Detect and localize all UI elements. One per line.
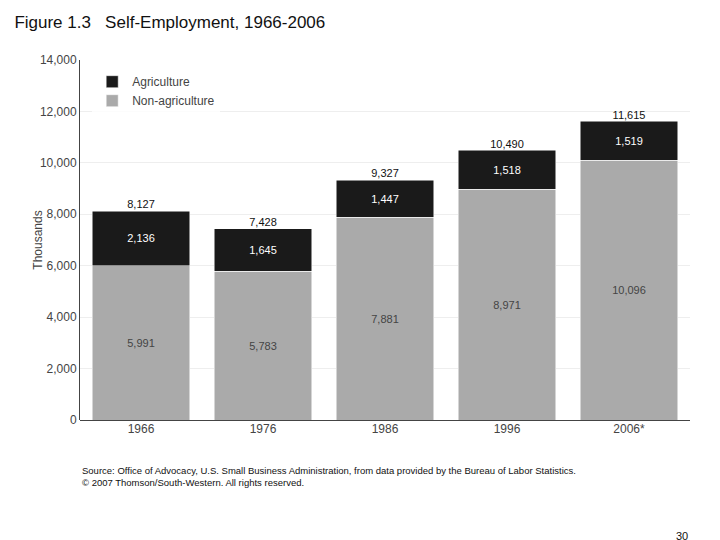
svg-text:1,519: 1,519 xyxy=(615,135,643,147)
svg-text:1976: 1976 xyxy=(250,422,277,436)
svg-text:1966: 1966 xyxy=(128,422,155,436)
svg-text:14,000: 14,000 xyxy=(40,53,77,67)
svg-text:5,991: 5,991 xyxy=(127,337,155,349)
svg-text:10,490: 10,490 xyxy=(490,138,524,150)
svg-text:7,881: 7,881 xyxy=(371,313,399,325)
svg-text:2,000: 2,000 xyxy=(47,362,77,376)
svg-text:1,518: 1,518 xyxy=(493,164,521,176)
svg-text:1,645: 1,645 xyxy=(249,244,277,256)
svg-text:1,447: 1,447 xyxy=(371,193,399,205)
svg-text:8,000: 8,000 xyxy=(47,207,77,221)
svg-text:11,615: 11,615 xyxy=(613,109,646,121)
svg-text:30: 30 xyxy=(676,530,688,540)
svg-text:2,136: 2,136 xyxy=(127,232,155,244)
svg-text:4,000: 4,000 xyxy=(47,310,77,324)
svg-text:9,327: 9,327 xyxy=(371,167,399,179)
svg-text:Thousands: Thousands xyxy=(31,210,45,269)
svg-text:10,096: 10,096 xyxy=(612,284,646,296)
svg-text:12,000: 12,000 xyxy=(40,105,77,119)
svg-text:Source: Office of Advocacy, U.: Source: Office of Advocacy, U.S. Small B… xyxy=(82,465,576,488)
svg-text:2006*: 2006* xyxy=(613,422,645,436)
svg-text:Non-agriculture: Non-agriculture xyxy=(132,94,214,108)
svg-text:7,428: 7,428 xyxy=(249,216,277,228)
svg-text:6,000: 6,000 xyxy=(47,259,77,273)
svg-text:Figure 1.3 Self-Employment,: Figure 1.3 Self-Employment, 1966-2006 xyxy=(14,13,325,32)
svg-text:0: 0 xyxy=(70,413,77,427)
svg-text:1986: 1986 xyxy=(372,422,399,436)
svg-text:1996: 1996 xyxy=(494,422,521,436)
svg-text:8,127: 8,127 xyxy=(127,198,155,210)
svg-text:5,783: 5,783 xyxy=(249,340,277,352)
svg-text:Agriculture: Agriculture xyxy=(132,75,190,89)
svg-text:8,971: 8,971 xyxy=(493,299,521,311)
svg-text:10,000: 10,000 xyxy=(40,156,77,170)
